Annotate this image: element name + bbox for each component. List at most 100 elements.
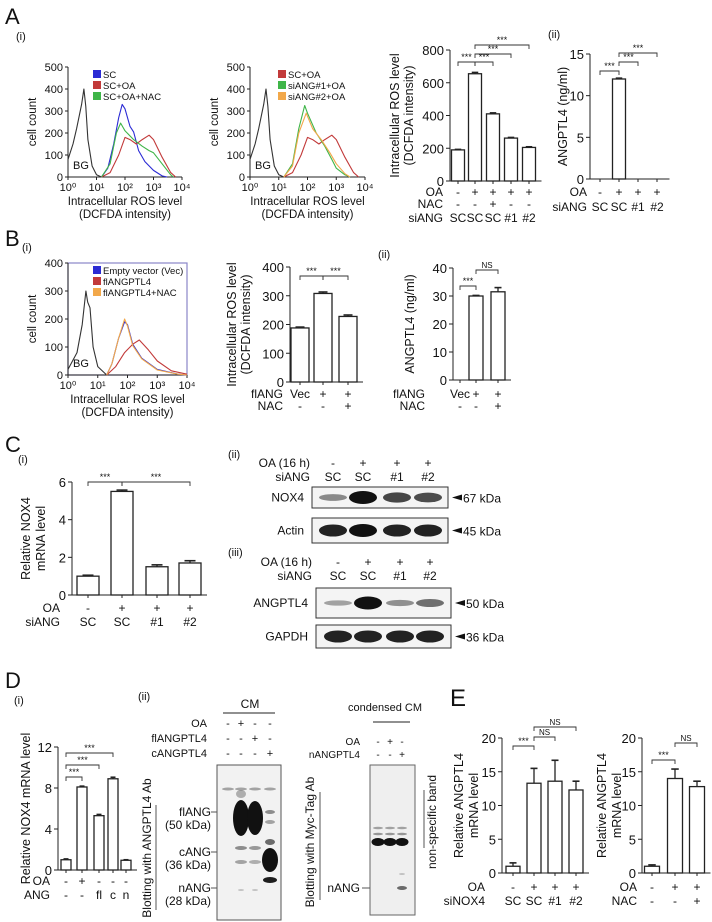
band <box>386 599 414 607</box>
series-line-bg <box>249 88 285 178</box>
x-tick-label: 10³ <box>149 380 165 392</box>
condition-value: SC <box>80 615 97 629</box>
y-tick-label: 4 <box>59 513 66 528</box>
condition-value: + <box>494 387 501 401</box>
condition-row-label: ANG <box>24 888 50 902</box>
significance-label: *** <box>151 472 162 482</box>
bar <box>450 149 466 182</box>
condition-value: n <box>123 888 130 902</box>
condition-value: fl <box>96 888 102 902</box>
condition-value: - <box>456 185 460 199</box>
condition-row-label: OA <box>43 601 60 615</box>
bar-chart-E-1: 0 5 10 15 20 OA - + + + siNOX4 SC SC #1 #2 Relative ANG… <box>444 718 589 908</box>
band <box>319 524 347 537</box>
legend-label: SC <box>103 70 116 81</box>
significance-bracket <box>474 53 512 58</box>
bar <box>521 146 537 182</box>
legend-swatch <box>93 81 101 89</box>
y-axis-title: cell count <box>27 294 39 343</box>
blot-lane-value: - <box>226 748 230 760</box>
blot-lane-value: - <box>400 737 403 748</box>
y-tick-label: 8 <box>45 781 52 796</box>
significance-bracket <box>65 776 83 781</box>
condition-value: - <box>473 197 477 211</box>
band <box>319 494 347 501</box>
blot-lane-value: - <box>253 748 257 760</box>
y-tick-label: 20 <box>433 317 447 332</box>
y-tick-label: 0 <box>440 373 447 388</box>
blot-lane-value: - <box>376 737 379 748</box>
significance-label: *** <box>77 755 88 765</box>
y-axis-title: Relative ANGPTL4 <box>595 753 609 858</box>
legend-label: SC+OA <box>288 70 321 81</box>
bar <box>338 315 358 383</box>
significance-label: *** <box>84 743 95 753</box>
significance-label: *** <box>463 276 474 286</box>
series-line-sc-oa <box>101 134 177 178</box>
bar <box>467 73 483 182</box>
condition-value: Vec <box>290 387 310 401</box>
y-axis-title: mRNA level <box>467 773 481 838</box>
panel-label-d-i: (i) <box>14 695 24 707</box>
condition-value: - <box>509 197 513 211</box>
significance-label: *** <box>658 750 669 760</box>
legend-swatch <box>278 70 286 78</box>
band <box>349 524 377 537</box>
condition-value: - <box>97 874 101 888</box>
condition-row-label: siANG <box>552 200 587 214</box>
band <box>373 826 383 830</box>
condition-value: - <box>527 197 531 211</box>
bar <box>490 291 506 381</box>
y-tick-label: 0 <box>629 866 636 881</box>
significance-bracket <box>618 61 639 66</box>
bar <box>290 327 310 383</box>
y-tick-label: 200 <box>45 314 63 326</box>
x-tick-label: 10⁰ <box>60 380 77 392</box>
y-axis-title: (DCFDA intensity) <box>402 65 416 165</box>
significance-bracket <box>674 742 698 747</box>
y-tick-label: 40 <box>433 261 447 276</box>
y-tick-label: 10 <box>622 799 636 814</box>
condition-value: SC <box>114 615 131 629</box>
blot-row-label: cANGPTL4 <box>151 748 207 760</box>
arrowhead-icon <box>452 494 462 501</box>
blot-lane-value: + <box>393 456 400 470</box>
condition-value: - <box>598 185 602 199</box>
condition-value: #2 <box>569 894 583 908</box>
blot-group-title: CM <box>241 697 260 711</box>
series-line-siang-1-oa <box>283 104 351 178</box>
y-tick-label: 400 <box>422 109 444 124</box>
blot-lane-value: - <box>388 750 391 761</box>
western-blot-c-iii: OA (16 h) - + + + siANG SC SC #1 #2 ANGPTL4 50 kDa G… <box>253 555 504 649</box>
x-tick-label: 10³ <box>146 182 162 194</box>
significance-bracket <box>457 61 476 66</box>
band <box>349 491 377 504</box>
band <box>416 598 444 608</box>
bar <box>107 778 119 871</box>
blot-lane-value: - <box>268 718 272 730</box>
blot-row-label: siANG <box>277 569 312 583</box>
condition-value: + <box>344 399 351 413</box>
blot-lane-value: SC <box>325 470 342 484</box>
blot-marker-label: nANG <box>327 881 360 895</box>
significance-bracket <box>533 736 556 741</box>
blot-marker-size: (28 kDa) <box>165 894 211 908</box>
significance-bracket <box>474 44 530 49</box>
x-axis-title: (DCFDA intensity) <box>81 407 173 419</box>
blot-nox4: NOX4 67 kDa <box>271 486 501 509</box>
y-tick-label: 500 <box>45 62 63 74</box>
band <box>262 848 278 872</box>
blot-lane-value: + <box>267 748 273 760</box>
y-tick-label: 10 <box>482 799 496 814</box>
blot-angptl4: ANGPTL4 50 kDa <box>253 587 504 619</box>
significance-label: *** <box>518 736 529 746</box>
blot-row-label: flANGPTL4 <box>151 733 207 745</box>
legend-label: siANG#1+OA <box>288 81 346 92</box>
band <box>399 873 405 875</box>
blot-lane-value: - <box>331 456 335 470</box>
significance-label: *** <box>623 52 634 62</box>
blot-row-label: OA <box>346 737 361 748</box>
y-tick-label: 0 <box>59 588 66 603</box>
blot-lane-value: - <box>239 733 243 745</box>
